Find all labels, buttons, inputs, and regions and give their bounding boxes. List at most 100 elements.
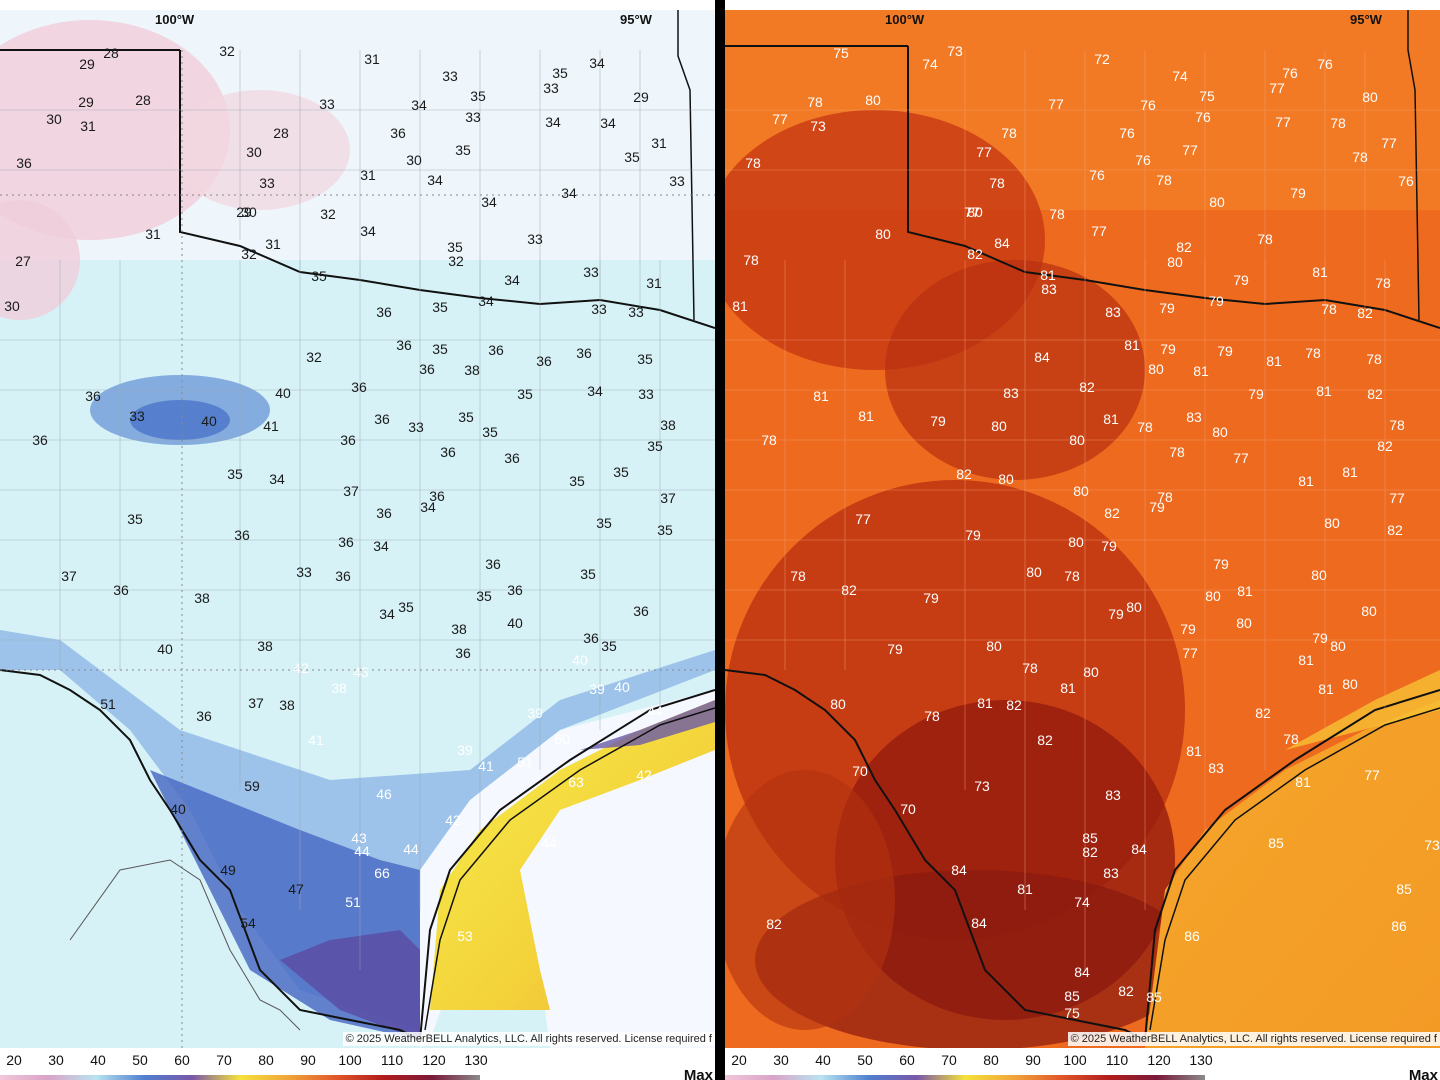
- station-temperature-value: 33: [319, 96, 335, 112]
- station-temperature-value: 78: [743, 252, 759, 268]
- station-temperature-value: 37: [248, 695, 264, 711]
- station-temperature-value: 34: [420, 499, 436, 515]
- station-temperature-value: 31: [651, 135, 667, 151]
- station-temperature-value: 82: [766, 916, 782, 932]
- legend-max-label: Max: [683, 1067, 713, 1080]
- station-temperature-value: 78: [1049, 206, 1065, 222]
- station-temperature-value: 35: [601, 638, 617, 654]
- station-temperature-value: 53: [457, 928, 473, 944]
- station-temperature-value: 84: [1131, 841, 1147, 857]
- panel-header-strip: [725, 0, 1440, 10]
- station-temperature-value: 80: [1148, 361, 1164, 377]
- station-temperature-value: 85: [1396, 881, 1412, 897]
- left-map-graphic: [0, 10, 715, 1048]
- station-temperature-value: 82: [1357, 305, 1373, 321]
- station-temperature-value: 34: [545, 114, 561, 130]
- station-temperature-value: 77: [1364, 767, 1380, 783]
- station-temperature-value: 33: [543, 80, 559, 96]
- temperature-legend: Max 20 30 40 50 60 70 80 90 100 110 120 130: [0, 1048, 715, 1080]
- station-temperature-value: 81: [1040, 267, 1056, 283]
- station-temperature-value: 77: [1275, 114, 1291, 130]
- station-temperature-value: 79: [1149, 499, 1165, 515]
- station-temperature-value: 81: [1103, 411, 1119, 427]
- station-temperature-value: 36: [16, 155, 32, 171]
- station-temperature-value: 34: [478, 293, 494, 309]
- temperature-legend: Max 20 30 40 50 60 70 80 90 100 110 120 130: [725, 1048, 1440, 1080]
- station-temperature-value: 82: [1006, 697, 1022, 713]
- station-temperature-value: 85: [1268, 835, 1284, 851]
- station-temperature-value: 35: [569, 473, 585, 489]
- station-temperature-value: 37: [660, 490, 676, 506]
- station-temperature-value: 78: [1321, 301, 1337, 317]
- station-temperature-value: 73: [974, 778, 990, 794]
- station-temperature-value: 60: [554, 731, 570, 747]
- station-temperature-value: 78: [1064, 568, 1080, 584]
- station-temperature-value: 29: [633, 89, 649, 105]
- station-temperature-value: 82: [1367, 386, 1383, 402]
- station-temperature-value: 35: [657, 522, 673, 538]
- station-temperature-value: 33: [527, 231, 543, 247]
- station-temperature-value: 33: [442, 68, 458, 84]
- station-temperature-value: 38: [331, 680, 347, 696]
- station-temperature-value: 36: [429, 488, 445, 504]
- station-temperature-value: 76: [1119, 125, 1135, 141]
- station-temperature-value: 76: [1282, 65, 1298, 81]
- station-temperature-value: 80: [1126, 599, 1142, 615]
- station-temperature-value: 81: [1298, 473, 1314, 489]
- station-temperature-value: 36: [351, 379, 367, 395]
- station-temperature-value: 77: [1182, 142, 1198, 158]
- station-temperature-value: 80: [1209, 194, 1225, 210]
- station-temperature-value: 76: [1140, 97, 1156, 113]
- station-temperature-value: 82: [1118, 983, 1134, 999]
- station-temperature-value: 72: [1094, 51, 1110, 67]
- station-temperature-value: 81: [1312, 264, 1328, 280]
- station-temperature-value: 40: [507, 615, 523, 631]
- station-temperature-value: 36: [32, 432, 48, 448]
- station-temperature-value: 34: [504, 272, 520, 288]
- station-temperature-value: 78: [1022, 660, 1038, 676]
- longitude-label-95w: 95°W: [1350, 12, 1382, 27]
- station-temperature-value: 36: [419, 361, 435, 377]
- station-temperature-value: 34: [411, 97, 427, 113]
- station-temperature-value: 30: [246, 144, 262, 160]
- station-temperature-value: 31: [80, 118, 96, 134]
- station-temperature-value: 34: [587, 383, 603, 399]
- station-temperature-value: 81: [858, 408, 874, 424]
- station-temperature-value: 49: [220, 862, 236, 878]
- legend-tick-label: 40: [90, 1052, 106, 1068]
- station-temperature-value: 84: [1074, 964, 1090, 980]
- station-temperature-value: 83: [1041, 281, 1057, 297]
- legend-tick-label: 20: [6, 1052, 22, 1068]
- station-temperature-value: 77: [855, 511, 871, 527]
- station-temperature-value: 35: [227, 466, 243, 482]
- station-temperature-value: 80: [865, 92, 881, 108]
- station-temperature-value: 36: [85, 388, 101, 404]
- station-temperature-value: 35: [455, 142, 471, 158]
- station-temperature-value: 35: [311, 268, 327, 284]
- station-temperature-value: 27: [15, 253, 31, 269]
- station-temperature-value: 82: [1104, 505, 1120, 521]
- station-temperature-value: 36: [338, 534, 354, 550]
- station-temperature-value: 31: [360, 167, 376, 183]
- legend-tick-label: 90: [1025, 1052, 1041, 1068]
- station-temperature-value: 36: [234, 527, 250, 543]
- station-temperature-value: 35: [624, 149, 640, 165]
- station-temperature-value: 75: [833, 45, 849, 61]
- station-temperature-value: 79: [1248, 386, 1264, 402]
- legend-tick-label: 110: [1105, 1052, 1129, 1068]
- station-temperature-value: 76: [1195, 109, 1211, 125]
- station-temperature-value: 79: [1108, 606, 1124, 622]
- legend-tick-label: 50: [857, 1052, 873, 1068]
- station-temperature-value: 34: [600, 115, 616, 131]
- station-temperature-value: 80: [1342, 676, 1358, 692]
- station-temperature-value: 77: [1091, 223, 1107, 239]
- station-temperature-value: 44: [403, 841, 419, 857]
- station-temperature-value: 79: [1101, 538, 1117, 554]
- legend-color-bar: [725, 1075, 1205, 1080]
- station-temperature-value: 44: [647, 703, 663, 719]
- station-temperature-value: 81: [1266, 353, 1282, 369]
- station-temperature-value: 79: [887, 641, 903, 657]
- station-temperature-value: 77: [1233, 450, 1249, 466]
- legend-tick-label: 60: [899, 1052, 915, 1068]
- legend-tick-label: 80: [983, 1052, 999, 1068]
